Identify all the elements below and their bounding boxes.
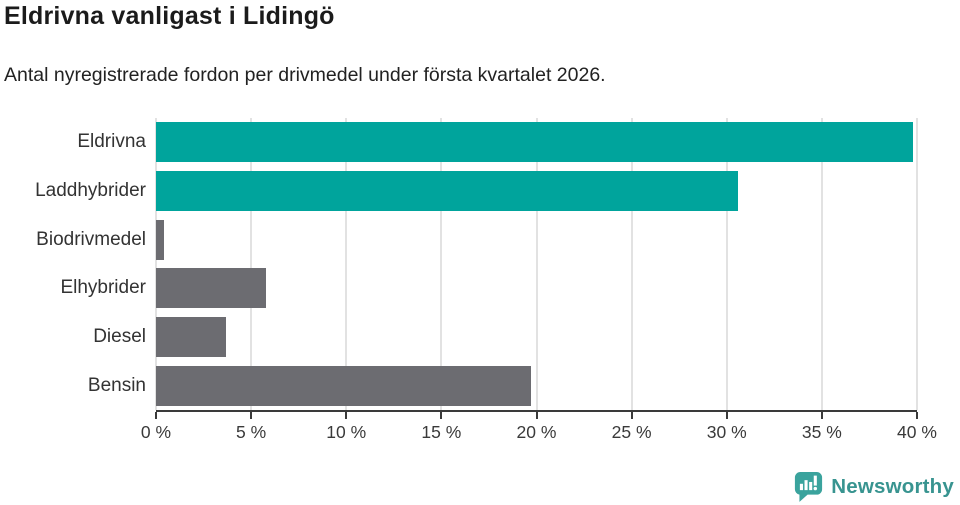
- x-axis-tick-label: 10 %: [326, 422, 367, 442]
- x-axis-line: [156, 410, 917, 412]
- bar-track: [156, 171, 917, 211]
- gridline: [440, 118, 443, 410]
- x-axis-tick-label: 20 %: [516, 422, 557, 442]
- bar-track: [156, 219, 917, 260]
- x-axis-tick-label: 5 %: [236, 422, 267, 442]
- bar-track: [156, 317, 917, 358]
- bar-diesel: [156, 317, 227, 358]
- gridline: [820, 118, 823, 410]
- bar-bensin: [156, 365, 531, 406]
- category-label: Eldrivna: [77, 131, 146, 153]
- chart-subtitle: Antal nyregistrerade fordon per drivmede…: [4, 64, 606, 86]
- bar-laddhybrider: [156, 171, 739, 211]
- chart-row: Bensin: [0, 361, 960, 410]
- category-label: Bensin: [87, 374, 146, 396]
- x-axis-tick-label: 15 %: [421, 422, 462, 442]
- newsworthy-logo-link[interactable]: Newsworthy: [794, 471, 954, 502]
- x-axis-tick-label: 40 %: [897, 422, 937, 442]
- newsworthy-logo-icon: [794, 471, 823, 502]
- bar-eldrivna: [156, 122, 914, 163]
- x-axis-tick-label: 30 %: [706, 422, 747, 442]
- category-label: Diesel: [93, 326, 146, 348]
- x-axis-tick: [155, 412, 157, 419]
- x-axis-tick: [820, 412, 823, 419]
- category-label: Elhybrider: [60, 277, 146, 299]
- x-axis-tick-label: 0 %: [140, 422, 172, 442]
- x-axis-tick: [725, 412, 728, 419]
- bar-chart: Eldrivna Laddhybrider Biodrivmedel Elhybrid…: [0, 118, 960, 456]
- x-axis-labels: 0 % 5 % 10 % 15 % 20 % 25 % 30 % 35 % 40 %: [141, 422, 937, 446]
- gridline: [630, 118, 633, 410]
- bar-track: [156, 365, 917, 406]
- chart-rows: Eldrivna Laddhybrider Biodrivmedel Elhybrid…: [0, 118, 960, 410]
- newsworthy-logo-text: Newsworthy: [831, 474, 954, 498]
- x-axis-tick: [250, 412, 253, 419]
- x-axis-tick-label: 25 %: [611, 422, 652, 442]
- x-axis-tick: [345, 412, 348, 419]
- gridline: [725, 118, 728, 410]
- x-axis-ticks: [155, 412, 918, 419]
- x-axis-tick: [630, 412, 633, 419]
- page-title: Eldrivna vanligast i Lidingö: [4, 2, 335, 30]
- gridlines: [155, 118, 918, 410]
- chart-row: Laddhybrider: [0, 167, 960, 216]
- x-axis-tick: [916, 412, 918, 419]
- chart-row: Elhybrider: [0, 264, 960, 313]
- x-axis-tick: [535, 412, 538, 419]
- category-label: Laddhybrider: [35, 180, 146, 201]
- gridline: [916, 118, 918, 410]
- bar-elhybrider: [156, 268, 267, 309]
- x-axis-tick-label: 35 %: [801, 422, 842, 442]
- category-label: Biodrivmedel: [36, 228, 146, 250]
- x-axis-tick: [440, 412, 443, 419]
- bar-track: [156, 268, 917, 309]
- bar-track: [156, 122, 917, 163]
- gridline: [535, 118, 538, 410]
- bar-biodrivmedel: [156, 219, 164, 260]
- gridline: [345, 118, 348, 410]
- chart-row: Biodrivmedel: [0, 215, 960, 264]
- x-axis: 0 % 5 % 10 % 15 % 20 % 25 % 30 % 35 % 40 %: [0, 410, 960, 456]
- gridline: [250, 118, 253, 410]
- gridline: [155, 118, 157, 410]
- chart-row: Diesel: [0, 313, 960, 362]
- plot-area: Eldrivna Laddhybrider Biodrivmedel Elhybrid…: [0, 118, 960, 410]
- chart-row: Eldrivna: [0, 118, 960, 167]
